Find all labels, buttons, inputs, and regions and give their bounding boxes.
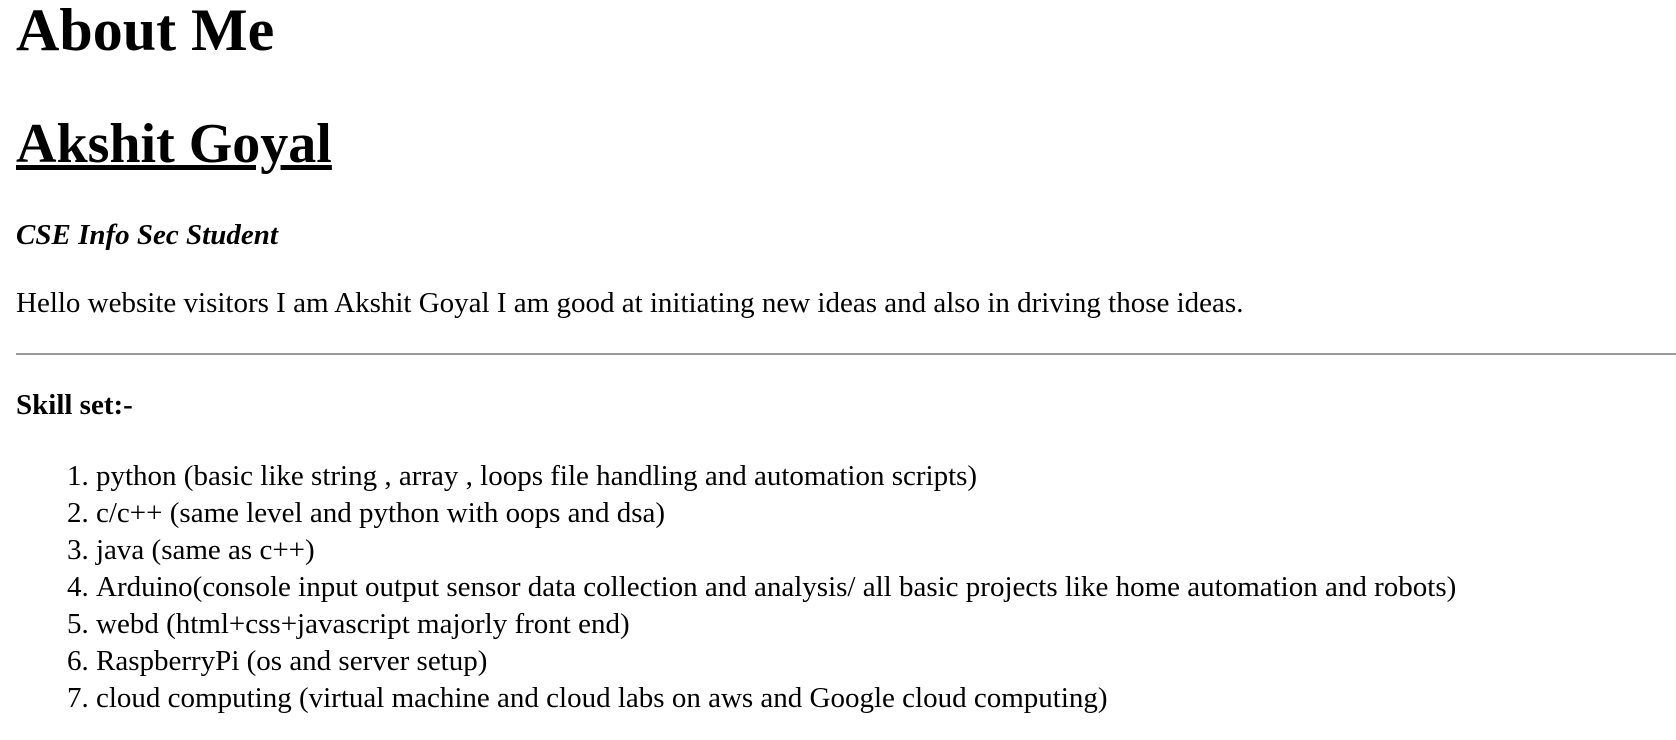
page-title: About Me <box>16 0 275 63</box>
skill-item: RaspberryPi (os and server setup) <box>96 643 1660 680</box>
skill-item: java (same as c++) <box>96 532 1660 569</box>
skill-item: cloud computing (virtual machine and clo… <box>96 680 1660 717</box>
skill-item: Arduino(console input output sensor data… <box>96 569 1660 606</box>
about-page: About Me Akshit Goyal CSE Info Sec Stude… <box>0 0 1676 717</box>
skill-item: python (basic like string , array , loop… <box>96 458 1660 495</box>
intro-paragraph: Hello website visitors I am Akshit Goyal… <box>16 287 1244 319</box>
skill-item: webd (html+css+javascript majorly front … <box>96 606 1660 643</box>
role-subtitle: CSE Info Sec Student <box>16 219 278 251</box>
person-name-heading: Akshit Goyal <box>16 113 332 175</box>
skills-heading: Skill set:- <box>16 389 133 421</box>
section-divider <box>16 353 1676 355</box>
skill-item: c/c++ (same level and python with oops a… <box>96 495 1660 532</box>
skills-list: python (basic like string , array , loop… <box>16 458 1660 717</box>
